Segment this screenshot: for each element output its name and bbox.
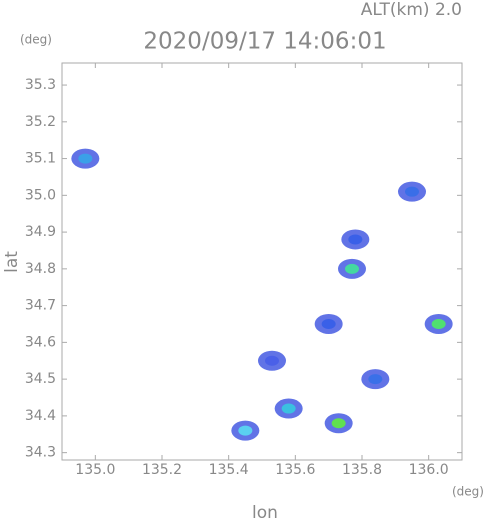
y-tick-label: 35.2	[25, 114, 56, 130]
x-tick-label: 135.0	[75, 462, 115, 478]
echo-core	[331, 418, 346, 429]
y-tick-label: 34.4	[25, 408, 56, 424]
echo-core	[238, 425, 253, 436]
echo-core	[345, 263, 359, 274]
y-tick-label: 34.8	[25, 261, 56, 277]
y-tick-label: 34.9	[25, 224, 56, 240]
x-tick-label: 135.8	[342, 462, 382, 478]
y-tick-label: 35.0	[25, 187, 56, 203]
echo-core	[368, 374, 383, 385]
plot-frame	[61, 62, 463, 461]
echo-core	[348, 234, 363, 245]
echo-core	[321, 318, 336, 329]
echo-core	[265, 355, 279, 366]
y-unit: (deg)	[20, 33, 52, 47]
y-tick-label: 34.3	[25, 445, 56, 461]
y-tick-label: 35.3	[25, 77, 56, 93]
x-tick-label: 136.0	[409, 462, 449, 478]
echo-core	[405, 186, 419, 197]
echo-core	[281, 403, 296, 414]
x-tick-label: 135.6	[275, 462, 315, 478]
x-tick-label: 135.4	[209, 462, 249, 478]
echo-core	[431, 318, 446, 329]
y-tick-label: 34.7	[25, 298, 56, 314]
y-tick-label: 35.1	[25, 151, 56, 167]
y-tick-label: 34.5	[25, 371, 56, 387]
x-unit: (deg)	[452, 485, 484, 499]
echo-core	[78, 153, 93, 164]
x-axis-label: lon	[252, 503, 278, 521]
chart-title: 2020/09/17 14:06:01	[143, 29, 386, 55]
x-tick-label: 135.2	[142, 462, 182, 478]
y-axis-label: lat	[2, 251, 22, 273]
altitude-label: ALT(km) 2.0	[361, 0, 462, 20]
y-tick-label: 34.6	[25, 334, 56, 350]
